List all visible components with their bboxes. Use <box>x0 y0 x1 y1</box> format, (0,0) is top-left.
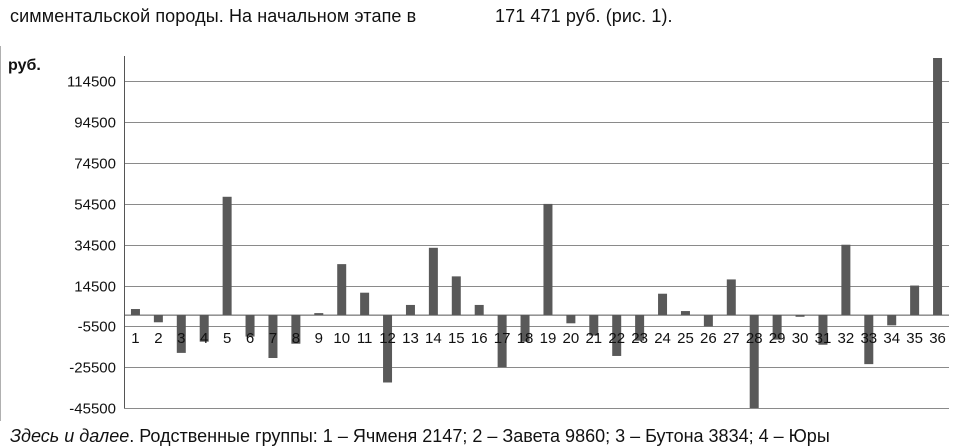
bar <box>864 315 874 365</box>
intro-text-right: 171 471 руб. (рис. 1). <box>495 6 673 26</box>
bar <box>658 293 668 316</box>
x-category-label: 14 <box>425 330 442 347</box>
y-tick-label: 14500 <box>74 279 116 296</box>
caption-text: . Родственные группы: 1 – Ячменя 2147; 2… <box>129 426 830 446</box>
x-category-label: 11 <box>357 330 373 347</box>
bar <box>795 315 805 317</box>
bar-chart: -45500 -25500 -5500 14500 34500 54500 74500 945… <box>0 44 953 421</box>
y-tick-label: 54500 <box>74 197 116 214</box>
bar <box>176 315 186 353</box>
bar <box>428 247 438 316</box>
bar <box>818 315 828 345</box>
bar <box>383 315 393 383</box>
bar <box>887 315 897 326</box>
bar <box>841 244 851 316</box>
x-category-label: 7 <box>269 330 277 347</box>
x-category-label: 4 <box>200 330 208 347</box>
intro-text-left: симментальской породы. На начальном этап… <box>10 6 417 26</box>
y-unit-label: руб. <box>8 57 41 74</box>
bar <box>703 315 713 327</box>
x-category-label: 5 <box>223 330 231 347</box>
x-category-label: 25 <box>677 330 694 347</box>
y-tick-label: 74500 <box>74 156 116 173</box>
x-category-label: 8 <box>292 330 300 347</box>
bar <box>497 315 507 368</box>
bar <box>726 279 736 316</box>
bar <box>520 315 530 342</box>
bar <box>291 315 301 344</box>
bar <box>405 304 415 316</box>
bar <box>635 315 645 341</box>
x-category-label: 13 <box>402 330 419 347</box>
bar <box>268 315 278 358</box>
x-category-label: 3 <box>177 330 185 347</box>
y-tick-label: -45500 <box>69 401 116 418</box>
x-category-label: 24 <box>654 330 671 347</box>
x-category-label: 19 <box>540 330 557 347</box>
x-category-label: 18 <box>517 330 534 347</box>
x-category-label: 1 <box>131 330 139 347</box>
bar <box>680 311 690 316</box>
bar <box>933 58 943 316</box>
y-tick-label: 114500 <box>67 74 116 91</box>
bar <box>360 292 370 316</box>
x-category-label: 29 <box>769 330 786 347</box>
y-tick-label: -5500 <box>78 319 116 336</box>
x-category-label: 10 <box>333 330 350 347</box>
figure-caption: Здесь и далее. Родственные группы: 1 – Я… <box>10 426 953 447</box>
y-tick-label: -25500 <box>69 360 116 377</box>
bar <box>314 313 324 316</box>
bar <box>910 285 920 316</box>
bar-chart-svg: -45500-25500-550014500345005450074500945… <box>0 46 949 421</box>
x-category-label: 36 <box>929 330 946 347</box>
bar <box>772 315 782 340</box>
x-category-label: 35 <box>906 330 923 347</box>
bar <box>451 276 461 316</box>
x-category-label: 26 <box>700 330 717 347</box>
x-category-label: 21 <box>585 330 602 347</box>
x-category-label: 33 <box>860 330 877 347</box>
x-category-label: 23 <box>631 330 648 347</box>
bar <box>337 264 347 316</box>
x-category-label: 17 <box>494 330 511 347</box>
bar <box>543 203 553 316</box>
x-category-label: 28 <box>746 330 763 347</box>
x-category-label: 16 <box>471 330 488 347</box>
x-category-label: 27 <box>723 330 740 347</box>
x-category-label: 31 <box>815 330 832 347</box>
x-category-label: 30 <box>792 330 809 347</box>
bar <box>245 315 255 337</box>
bar <box>566 315 576 324</box>
x-category-label: 6 <box>246 330 254 347</box>
bar <box>749 315 759 408</box>
bar <box>199 315 209 342</box>
x-category-label: 22 <box>608 330 625 347</box>
x-category-label: 2 <box>154 330 162 347</box>
bar <box>474 304 484 316</box>
y-tick-label: 34500 <box>74 238 116 255</box>
bar <box>130 309 140 316</box>
x-category-label: 15 <box>448 330 465 347</box>
y-tick-label: 94500 <box>74 115 116 132</box>
bar <box>222 196 232 316</box>
bar <box>589 315 599 336</box>
x-category-label: 12 <box>379 330 396 347</box>
x-category-label: 34 <box>883 330 900 347</box>
x-category-label: 20 <box>563 330 580 347</box>
caption-italic: Здесь и далее <box>10 426 130 446</box>
bar <box>612 315 622 356</box>
x-category-label: 9 <box>315 330 323 347</box>
bar <box>153 315 163 323</box>
x-category-label: 32 <box>838 330 855 347</box>
